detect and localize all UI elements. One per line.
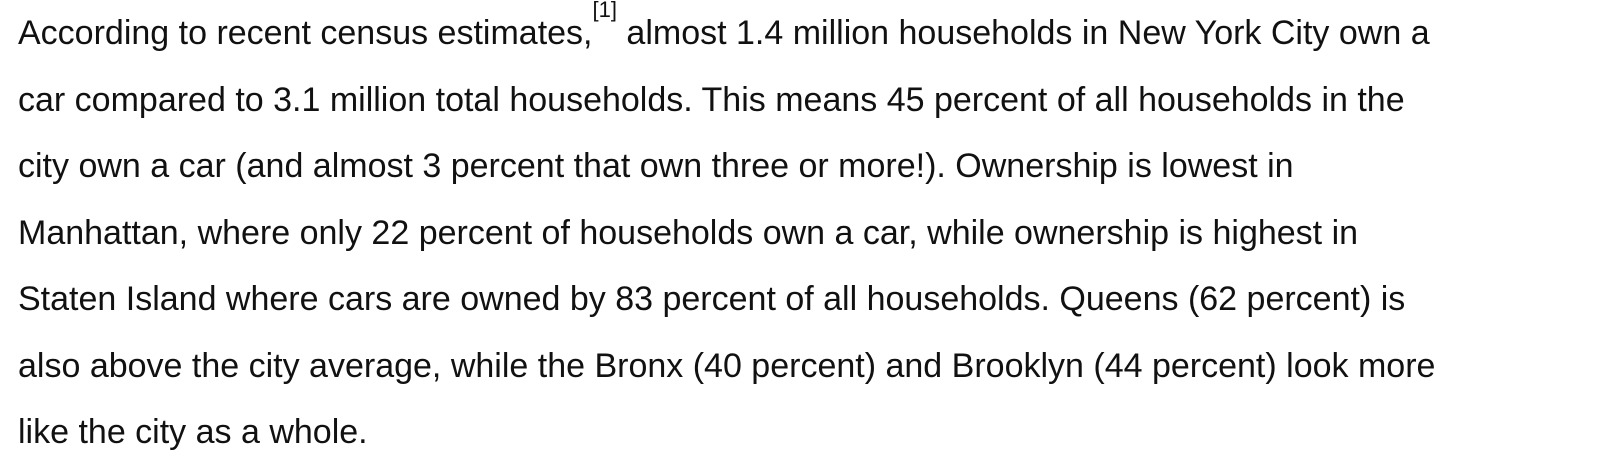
paragraph-line-2: car compared to 3.1 million total househ… bbox=[18, 80, 1405, 119]
footnote-link[interactable]: [1] bbox=[592, 0, 617, 22]
paragraph-line-1: According to recent census estimates,[1]… bbox=[18, 0, 1598, 67]
paragraph-line-3: city own a car (and almost 3 percent tha… bbox=[18, 147, 1294, 185]
paragraph: According to recent census estimates,[1]… bbox=[18, 0, 1598, 466]
paragraph-line-6: also above the city average, while the B… bbox=[18, 346, 1436, 385]
paragraph-line-7: like the city as a whole. bbox=[18, 413, 368, 451]
paragraph-line-5: Staten Island where cars are owned by 83… bbox=[18, 280, 1406, 318]
text-segment: According to recent census estimates, bbox=[18, 14, 593, 52]
paragraph-line-4: Manhattan, where only 22 percent of hous… bbox=[18, 213, 1359, 252]
text-segment: almost 1.4 million households in New Yor… bbox=[616, 14, 1430, 52]
